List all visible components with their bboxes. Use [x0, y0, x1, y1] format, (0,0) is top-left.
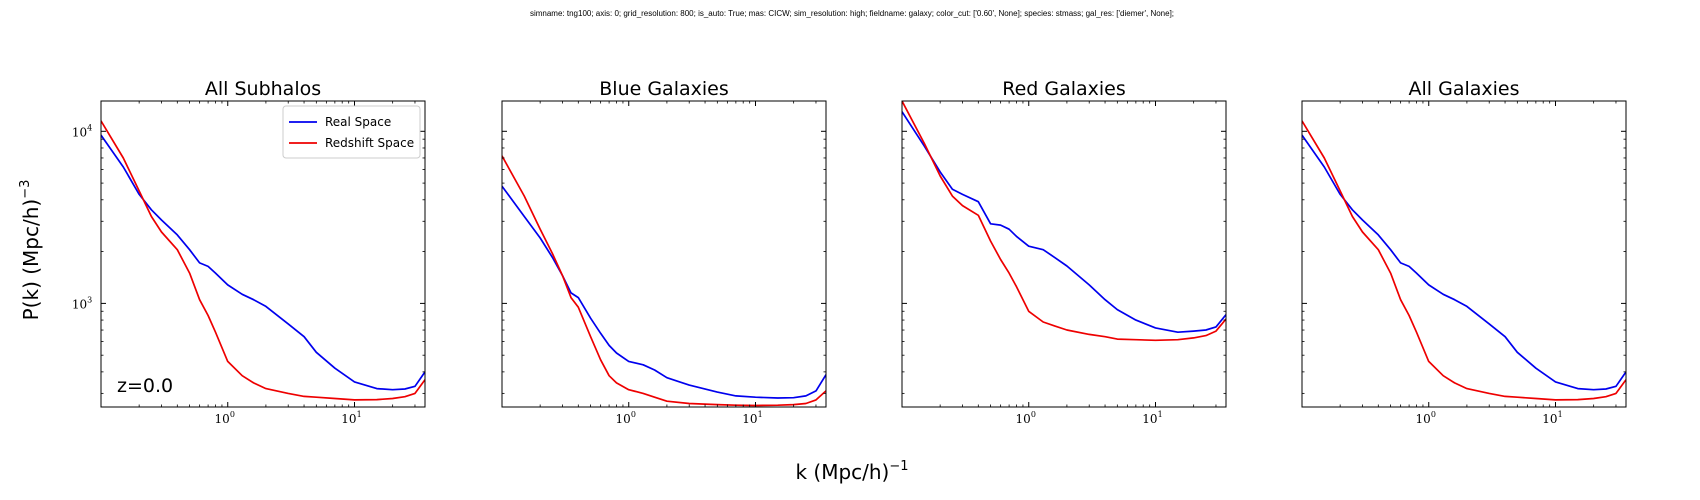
x-tick-label-base: 10 [1142, 412, 1157, 426]
series-line-real-space [1302, 134, 1626, 391]
x-tick-label-exponent: 0 [230, 410, 235, 419]
x-tick-label: 100 [1416, 410, 1436, 426]
y-tick-label-base: 10 [72, 125, 87, 139]
panel-title: Red Galaxies [1002, 78, 1126, 100]
legend-box [282, 105, 421, 159]
x-tick-label: 100 [616, 410, 636, 426]
x-axis-label: k (Mpc/h)−1 [795, 459, 908, 484]
series-line-real-space [902, 111, 1226, 334]
series-line-redshift-space [902, 101, 1226, 342]
x-tick-label-base: 10 [742, 412, 757, 426]
x-tick-label-exponent: 0 [1431, 410, 1436, 419]
panel-title: Blue Galaxies [599, 78, 728, 100]
legend-label: Redshift Space [325, 136, 414, 150]
y-tick-label-exponent: 4 [87, 123, 92, 132]
plot-frame [1301, 100, 1627, 408]
x-tick-label: 101 [742, 410, 762, 426]
x-tick-label-exponent: 1 [1558, 410, 1563, 419]
series-line-redshift-space [502, 155, 826, 407]
series-line-redshift-space [101, 120, 425, 401]
legend: Real Space Redshift Space [282, 105, 421, 159]
x-tick-label-exponent: 0 [631, 410, 636, 419]
y-tick-label-base: 10 [72, 297, 87, 311]
x-tick-label-base: 10 [1542, 412, 1557, 426]
x-axis-label-exponent: −1 [889, 459, 908, 474]
legend-label: Real Space [325, 115, 391, 129]
series-line-real-space [101, 134, 425, 391]
x-tick-label-base: 10 [215, 412, 230, 426]
x-tick-label: 101 [1542, 410, 1562, 426]
x-tick-label-base: 10 [1416, 412, 1431, 426]
series-line-real-space [502, 185, 826, 399]
x-tick-label: 100 [1016, 410, 1036, 426]
series-line-redshift-space [1302, 120, 1626, 401]
x-axis-label-text: k (Mpc/h) [795, 460, 889, 484]
x-tick-label-base: 10 [1016, 412, 1031, 426]
y-axis-label-text: P(k) (Mpc/h) [19, 199, 43, 321]
plot-frame [100, 100, 426, 408]
x-tick-label-exponent: 1 [758, 410, 763, 419]
redshift-annotation: z=0.0 [117, 375, 173, 397]
panel-title: All Galaxies [1409, 78, 1520, 100]
x-tick-label-base: 10 [341, 412, 356, 426]
x-tick-label-exponent: 0 [1031, 410, 1036, 419]
y-tick-label-exponent: 3 [87, 295, 92, 304]
y-axis-label-exponent: −3 [18, 180, 33, 199]
plot-frame [501, 100, 827, 408]
figure-suptitle: simname: tng100; axis: 0; grid_resolutio… [530, 9, 1174, 18]
plot-frame [901, 100, 1227, 408]
y-axis-label: P(k) (Mpc/h)−3 [18, 180, 43, 321]
y-tick-label: 103 [72, 295, 92, 311]
x-tick-label-exponent: 1 [1158, 410, 1163, 419]
x-tick-label-exponent: 1 [357, 410, 362, 419]
x-tick-label: 101 [1142, 410, 1162, 426]
x-tick-label-base: 10 [616, 412, 631, 426]
x-tick-label: 101 [341, 410, 361, 426]
panel-title: All Subhalos [205, 78, 321, 100]
y-tick-label: 104 [72, 123, 92, 139]
x-tick-label: 100 [215, 410, 235, 426]
